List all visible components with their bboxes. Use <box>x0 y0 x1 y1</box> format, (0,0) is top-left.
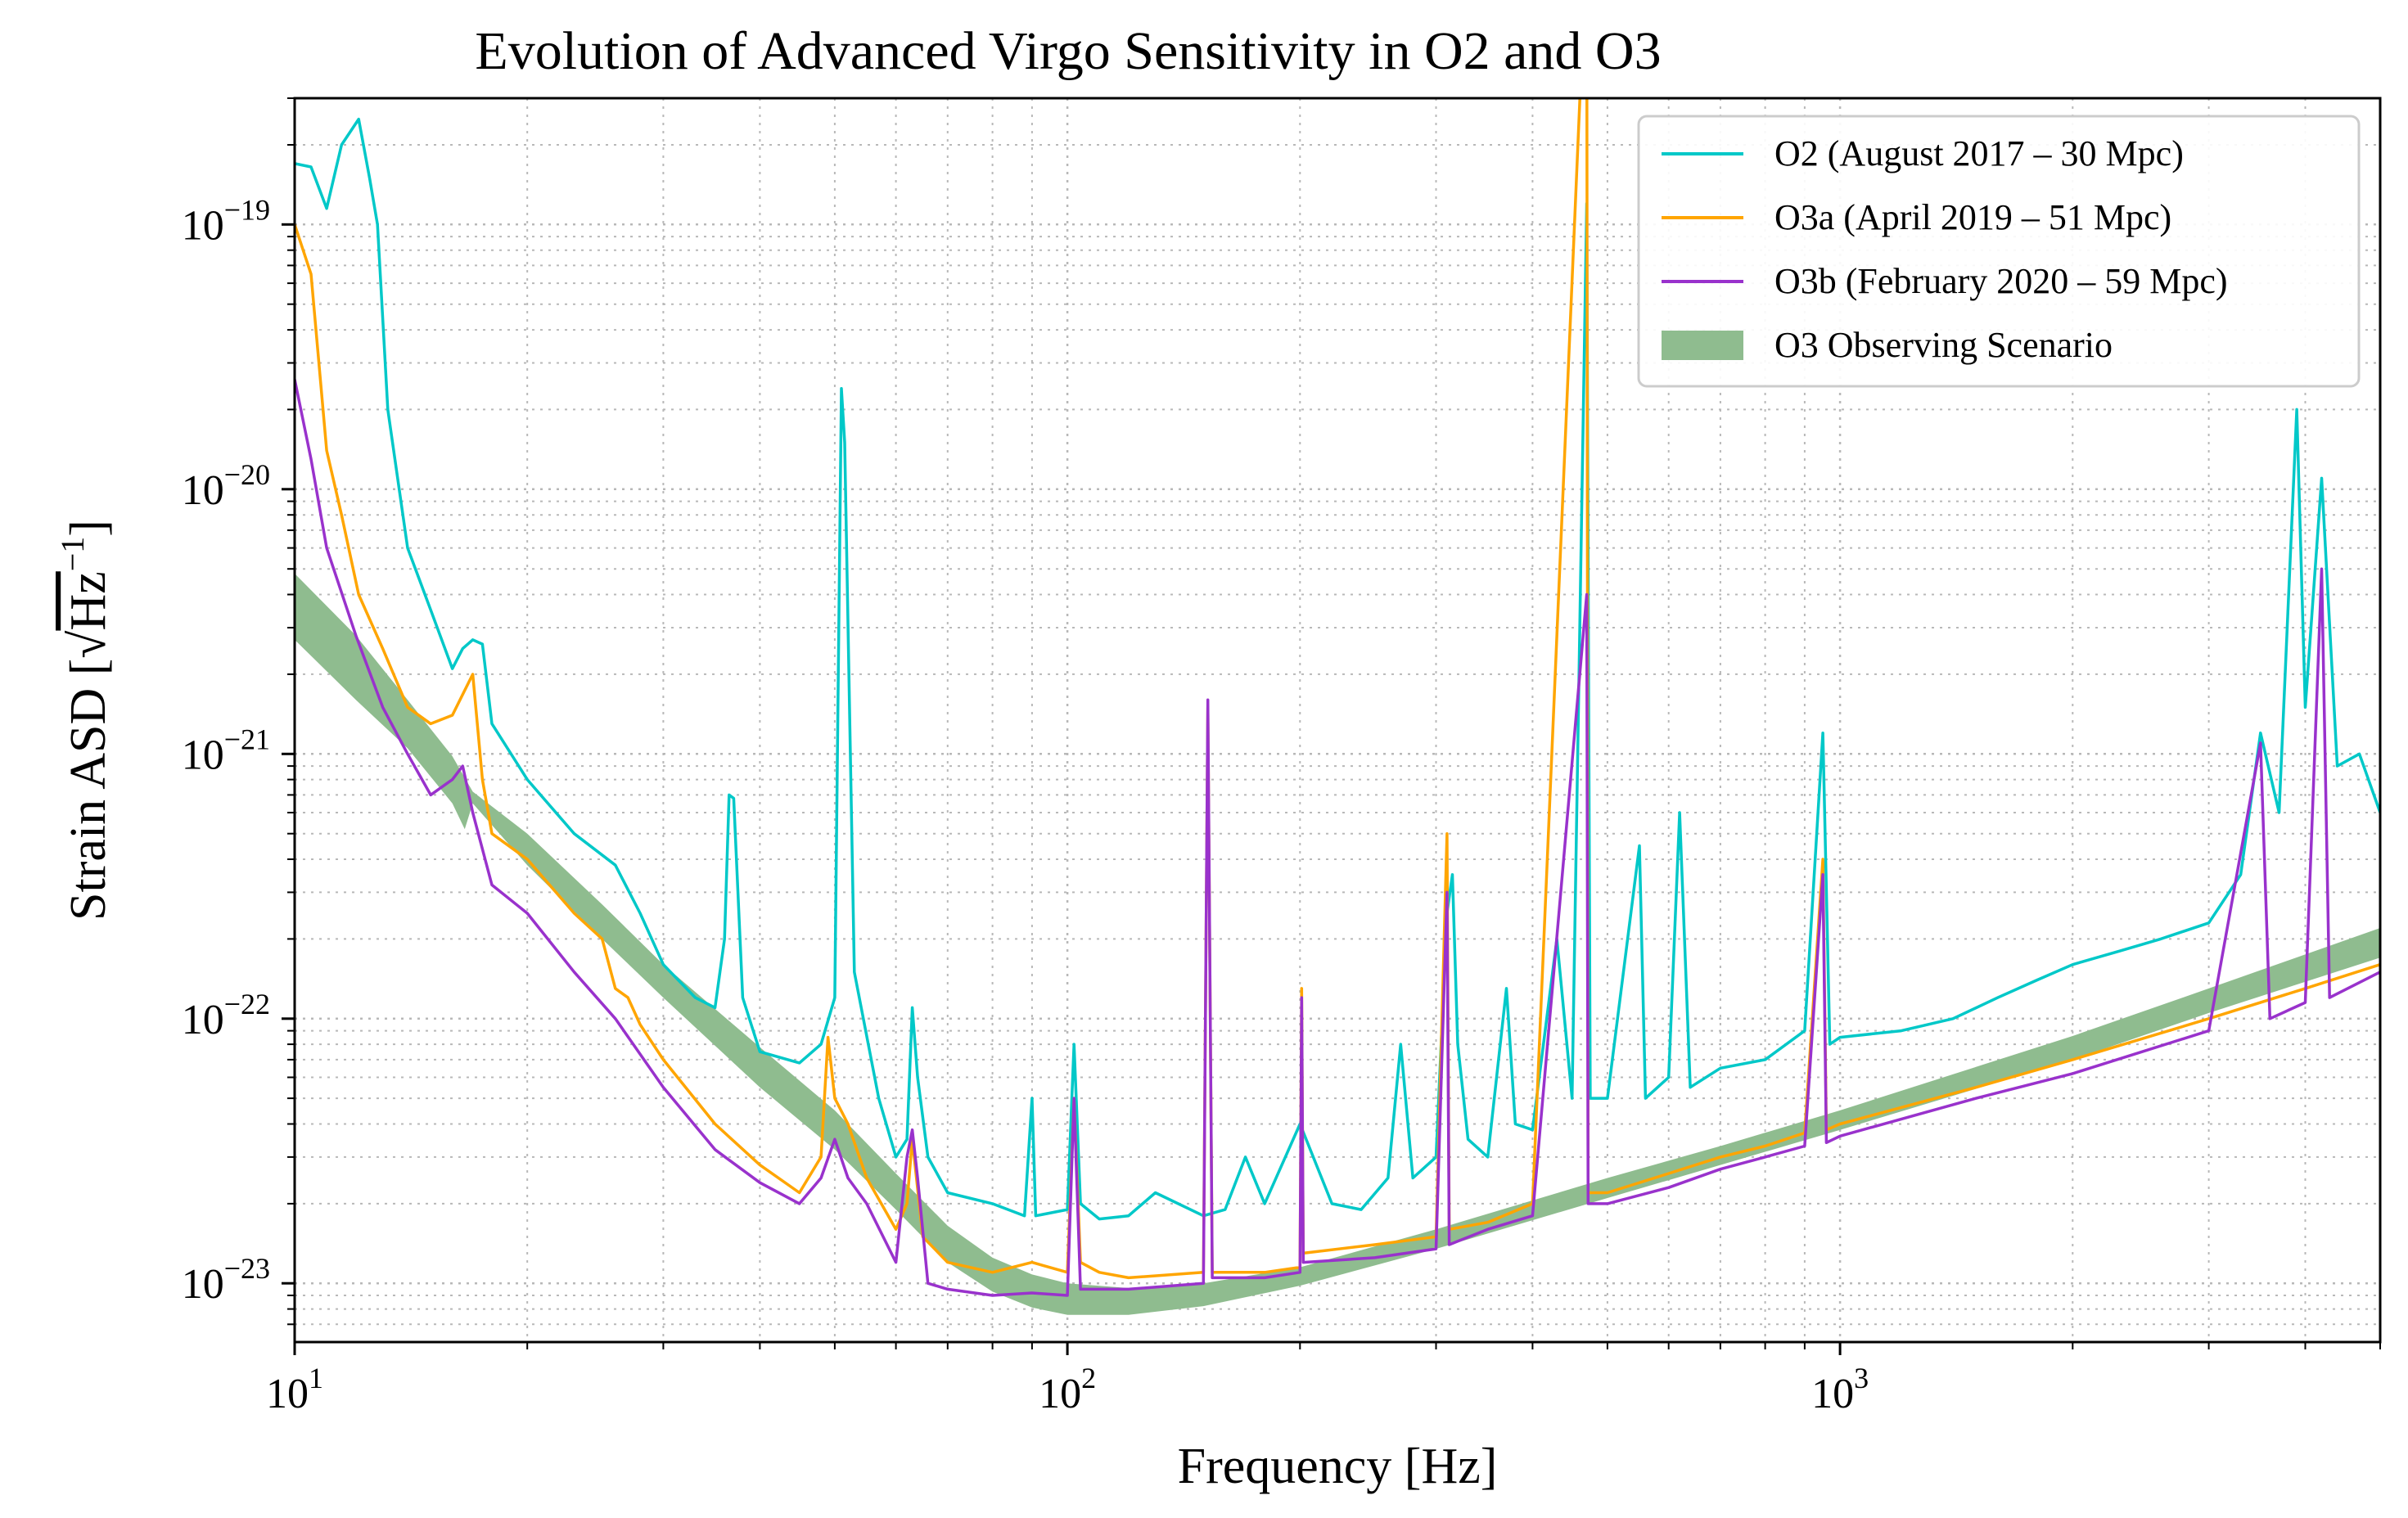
y-tick-label: 10−20 <box>182 458 270 514</box>
legend-box <box>1637 115 2361 388</box>
y-label-exponent: −1 <box>54 537 91 572</box>
legend-label-o3a: O3a (April 2019 – 51 Mpc) <box>1774 197 2171 237</box>
y-label-unit: Hz <box>61 571 116 630</box>
y-tick-label: 10−23 <box>182 1252 270 1308</box>
y-label-prefix: Strain ASD [ <box>61 659 116 921</box>
grid <box>293 97 2381 1342</box>
series-o3a-line <box>295 98 2380 1280</box>
x-tick-label: 102 <box>1039 1362 1096 1417</box>
series-o2-line <box>295 117 2380 1221</box>
y-tick-label: 10−19 <box>182 193 270 249</box>
x-tick-label: 103 <box>1811 1362 1869 1417</box>
series-o3b-line <box>295 379 2380 1297</box>
y-tick-label: 10−22 <box>182 988 270 1043</box>
x-axis-label: Frequency [Hz] <box>1178 1439 1498 1494</box>
plot-frame <box>293 97 2382 1344</box>
legend-label-o2: O2 (August 2017 – 30 Mpc) <box>1774 133 2184 173</box>
legend: O2 (August 2017 – 30 Mpc) O3a (April 201… <box>1637 115 2361 388</box>
legend-label-o3b: O3b (February 2020 – 59 Mpc) <box>1774 261 2228 301</box>
y-label-suffix: ] <box>61 520 116 537</box>
chart-title: Evolution of Advanced Virgo Sensitivity … <box>475 21 1661 81</box>
y-label-sqrt: √ <box>61 631 116 659</box>
band-o3-scenario <box>295 573 2380 1315</box>
legend-label-band: O3 Observing Scenario <box>1774 325 2113 365</box>
axis-ticks: 101 102 103 10−23 10−22 10−21 10−20 10−19 <box>182 97 2381 1417</box>
legend-swatch-band <box>1662 331 1743 360</box>
y-tick-label: 10−21 <box>182 723 270 778</box>
plot-area <box>295 98 2380 1315</box>
y-axis-label: Strain ASD [√Hz−1] <box>54 520 116 921</box>
x-tick-label: 101 <box>266 1362 323 1417</box>
